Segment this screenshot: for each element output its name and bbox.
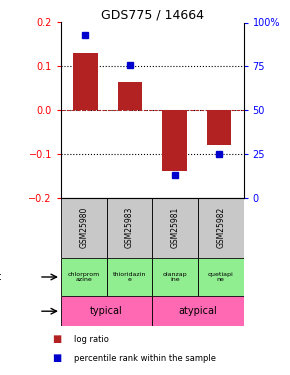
Bar xyxy=(152,296,244,326)
Bar xyxy=(61,258,106,296)
Bar xyxy=(73,53,98,110)
Text: percentile rank within the sample: percentile rank within the sample xyxy=(74,354,216,363)
Bar xyxy=(207,110,231,145)
Text: quetiapi
ne: quetiapi ne xyxy=(208,272,234,282)
Text: typical: typical xyxy=(90,306,123,316)
Text: GSM25981: GSM25981 xyxy=(171,207,180,248)
Bar xyxy=(198,198,244,258)
Bar xyxy=(152,198,198,258)
Text: ■: ■ xyxy=(52,353,61,363)
Bar xyxy=(198,258,244,296)
Bar xyxy=(162,110,187,171)
Text: GSM25980: GSM25980 xyxy=(79,207,88,248)
Text: ■: ■ xyxy=(52,334,61,344)
Text: thioridazin
e: thioridazin e xyxy=(113,272,146,282)
Bar xyxy=(118,82,142,110)
Text: agent: agent xyxy=(0,272,1,282)
Title: GDS775 / 14664: GDS775 / 14664 xyxy=(101,8,204,21)
Bar xyxy=(152,258,198,296)
Text: olanzap
ine: olanzap ine xyxy=(163,272,187,282)
Bar xyxy=(106,258,152,296)
Bar xyxy=(106,198,152,258)
Text: atypical: atypical xyxy=(179,306,217,316)
Text: chlorprom
azine: chlorprom azine xyxy=(68,272,100,282)
Bar xyxy=(61,198,106,258)
Text: GSM25983: GSM25983 xyxy=(125,207,134,248)
Text: GSM25982: GSM25982 xyxy=(216,207,225,248)
Bar xyxy=(61,296,152,326)
Text: log ratio: log ratio xyxy=(74,335,109,344)
